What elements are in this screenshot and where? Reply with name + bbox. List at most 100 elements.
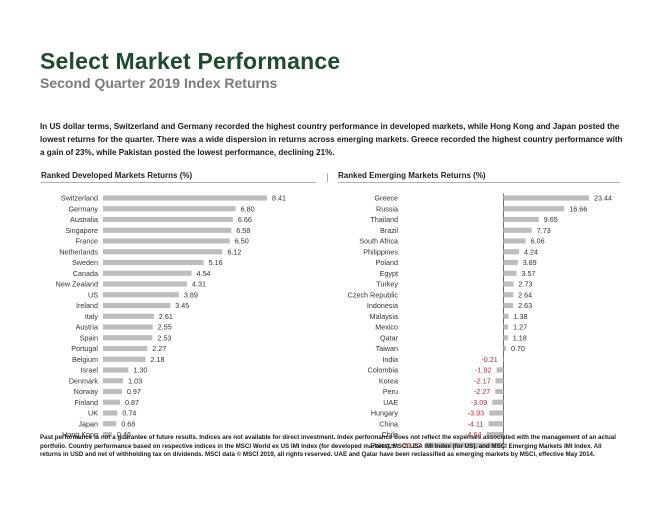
value-label: 2.27 <box>152 344 166 353</box>
bar <box>503 259 518 266</box>
value-label: 0.74 <box>122 409 136 418</box>
category-label: Mexico <box>375 323 398 332</box>
bar <box>103 356 146 362</box>
page-subtitle: Second Quarter 2019 Index Returns <box>40 75 278 91</box>
value-label: 0.70 <box>511 344 525 353</box>
value-label: 3.89 <box>523 258 537 267</box>
bar <box>426 442 504 448</box>
bar <box>103 292 179 298</box>
category-label: Finland <box>74 398 98 407</box>
bar <box>103 388 122 395</box>
value-label: 3.89 <box>184 290 198 299</box>
value-label: -3.93 <box>468 409 484 418</box>
value-label: 1.27 <box>513 323 527 332</box>
category-label: Brazil <box>380 226 398 235</box>
category-label: Hungary <box>371 409 399 418</box>
bar <box>103 410 118 416</box>
value-label: 4.54 <box>197 269 211 278</box>
bar <box>103 313 154 319</box>
bar <box>103 324 153 330</box>
bar <box>503 292 514 298</box>
emerging-chart-title: Ranked Emerging Markets Returns (%) <box>338 171 486 180</box>
category-label: Thailand <box>370 215 398 224</box>
value-label: 2.63 <box>518 301 532 310</box>
value-label: 2.53 <box>157 333 171 342</box>
value-label: 6.58 <box>236 226 250 235</box>
category-label: Italy <box>85 312 99 321</box>
category-label: Peru <box>383 387 398 396</box>
category-label: Sweden <box>72 258 98 267</box>
category-label: Japan <box>78 419 98 428</box>
value-label: 6.80 <box>241 204 255 213</box>
category-label: France <box>76 237 98 246</box>
bar <box>503 195 590 201</box>
category-label: Norway <box>74 387 99 396</box>
bar <box>492 399 504 405</box>
bar <box>103 378 124 384</box>
category-label: Singapore <box>65 226 98 235</box>
bar <box>503 335 508 341</box>
value-label: 0.68 <box>121 419 135 428</box>
value-label: 0.97 <box>127 387 141 396</box>
bar <box>503 238 526 244</box>
value-label: -2.17 <box>474 376 490 385</box>
bar <box>103 367 129 373</box>
category-label: South Africa <box>359 237 398 246</box>
category-label: Germany <box>68 204 98 213</box>
value-label: -3.09 <box>471 398 487 407</box>
category-label: UK <box>88 409 98 418</box>
category-label: China <box>379 419 398 428</box>
bar <box>103 399 120 405</box>
category-label: UAE <box>383 398 398 407</box>
bar <box>103 259 204 266</box>
category-label: Belgium <box>72 355 98 364</box>
bar <box>495 378 504 384</box>
charts-area: Ranked Developed Markets Returns (%) Swi… <box>41 171 620 450</box>
value-label: 5.16 <box>209 258 223 267</box>
category-label: Philippines <box>363 247 398 256</box>
value-label: 0.87 <box>125 398 139 407</box>
bar <box>486 431 504 438</box>
category-label: US <box>88 290 98 299</box>
bar <box>503 345 507 352</box>
value-label: 16.66 <box>569 204 587 213</box>
value-label: -4.11 <box>468 419 484 428</box>
category-label: Australia <box>70 215 98 224</box>
developed-chart-title: Ranked Developed Markets Returns (%) <box>41 171 192 180</box>
value-label: 4.31 <box>192 280 206 289</box>
value-label: 7.73 <box>537 226 551 235</box>
bar <box>103 238 230 244</box>
category-label: Egypt <box>380 269 398 278</box>
value-label: -0.21 <box>481 355 497 364</box>
category-label: Malaysia <box>370 312 398 321</box>
category-label: New Zealand <box>56 280 98 289</box>
bar <box>503 249 519 255</box>
value-label: 4.24 <box>524 247 538 256</box>
developed-markets-chart: Ranked Developed Markets Returns (%) Swi… <box>41 171 316 439</box>
value-label: -1.92 <box>475 366 491 375</box>
bar <box>496 367 504 373</box>
bar <box>103 195 267 201</box>
bar <box>103 227 232 233</box>
category-label: Ireland <box>76 301 98 310</box>
bar <box>503 206 565 212</box>
value-label: 9.65 <box>544 215 558 224</box>
value-label: 3.57 <box>522 269 536 278</box>
value-label: 1.18 <box>513 333 527 342</box>
bar <box>103 281 188 287</box>
bar <box>103 345 148 352</box>
category-label: Qatar <box>380 333 399 342</box>
value-label: 0.46 <box>117 430 131 439</box>
category-label: Czech Republic <box>348 290 399 299</box>
category-label: Canada <box>73 269 98 278</box>
bar <box>503 216 539 223</box>
category-label: Denmark <box>69 376 99 385</box>
value-label: 1.30 <box>133 366 147 375</box>
intro-paragraph: In US dollar terms, Switzerland and Germ… <box>40 122 623 157</box>
category-label: Greece <box>374 194 398 203</box>
bar <box>103 302 171 309</box>
value-label: 23.44 <box>594 194 612 203</box>
category-label: Spain <box>80 333 98 342</box>
category-label: Korea <box>379 376 398 385</box>
bar <box>103 335 153 341</box>
